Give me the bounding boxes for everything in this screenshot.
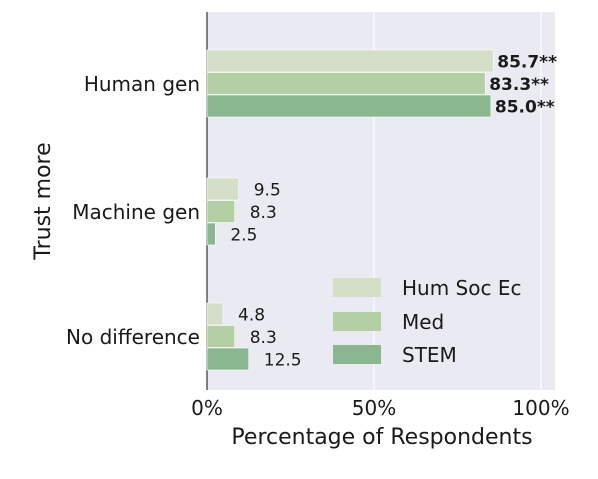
x-tick-label: 100% [512,396,569,420]
bar [206,177,240,201]
legend-swatch [333,312,381,331]
bar [206,302,224,326]
x-tick-labels: 0% 50% 100% [191,396,569,420]
bar [206,49,494,73]
data-label: 9.5 [254,180,281,200]
bar [206,200,236,223]
legend-label: Med [402,310,444,334]
legend-swatch [333,278,381,297]
data-label: 4.8 [238,305,265,325]
data-label: 12.5 [264,350,302,370]
data-label: 85.7** [497,52,557,72]
legend-label: STEM [402,343,457,367]
legend-swatch [333,345,381,364]
bar [206,222,216,246]
data-label: 8.3 [250,328,277,348]
data-label: 83.3** [489,75,549,95]
y-tick-labels: Human gen Machine gen No difference [66,72,200,349]
x-tick-label: 0% [191,396,223,420]
data-label: 8.3 [250,203,277,223]
bars [206,49,494,371]
value-labels: 85.7**83.3**85.0**9.58.32.54.88.312.5 [230,52,557,370]
legend: Hum Soc Ec Med STEM [333,276,521,367]
y-tick-label: Human gen [84,72,200,96]
data-label: 2.5 [230,225,257,245]
legend-label: Hum Soc Ec [402,276,521,300]
bar [206,347,250,371]
bar [206,94,492,118]
y-tick-label: Machine gen [72,200,200,224]
y-axis-label: Trust more [31,142,56,260]
data-label: 85.0** [495,97,555,117]
bar [206,325,236,348]
x-axis-label: Percentage of Respondents [231,425,532,450]
bar [206,72,486,95]
y-tick-label: No difference [66,325,200,349]
x-tick-label: 50% [352,396,396,420]
